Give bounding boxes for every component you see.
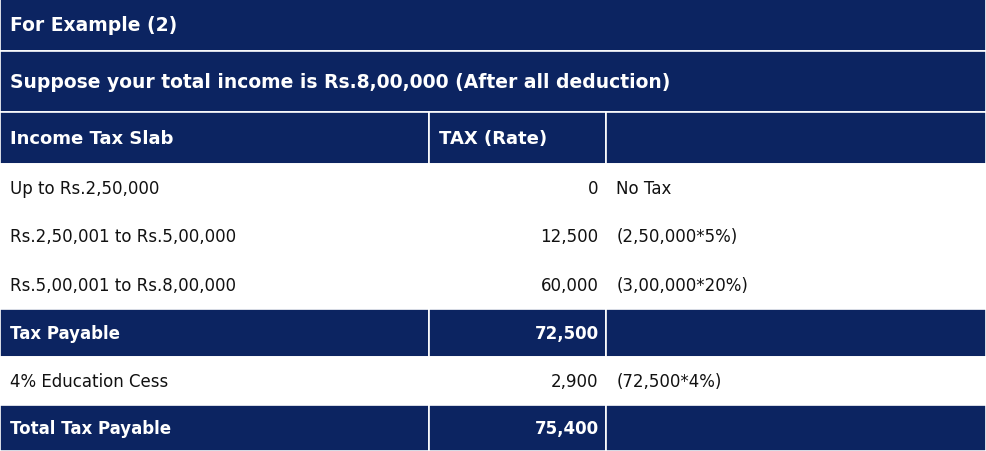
Text: (3,00,000*20%): (3,00,000*20%) [616, 276, 748, 294]
Text: Rs.2,50,001 to Rs.5,00,000: Rs.2,50,001 to Rs.5,00,000 [10, 228, 236, 246]
Bar [606, 165, 986, 213]
Bar [0, 52, 986, 113]
Bar [0, 357, 429, 405]
Text: 60,000: 60,000 [540, 276, 599, 294]
Bar [429, 261, 606, 309]
Text: Tax Payable: Tax Payable [10, 324, 120, 342]
Bar [429, 309, 606, 357]
Bar [429, 357, 606, 405]
Bar [606, 261, 986, 309]
Bar [0, 261, 429, 309]
Text: 0: 0 [588, 179, 599, 198]
Text: 4% Education Cess: 4% Education Cess [10, 373, 168, 391]
Bar [0, 0, 986, 52]
Text: Rs.5,00,001 to Rs.8,00,000: Rs.5,00,001 to Rs.8,00,000 [10, 276, 236, 294]
Bar [0, 113, 429, 165]
Text: 12,500: 12,500 [540, 228, 599, 246]
Text: Up to Rs.2,50,000: Up to Rs.2,50,000 [10, 179, 159, 198]
Text: No Tax: No Tax [616, 179, 671, 198]
Bar [429, 165, 606, 213]
Bar [606, 357, 986, 405]
Text: Suppose your total income is Rs.8,00,000 (After all deduction): Suppose your total income is Rs.8,00,000… [10, 73, 670, 92]
Text: 75,400: 75,400 [534, 419, 599, 437]
Bar [0, 405, 429, 451]
Bar [606, 213, 986, 261]
Bar [429, 213, 606, 261]
Text: Total Tax Payable: Total Tax Payable [10, 419, 171, 437]
Text: 72,500: 72,500 [534, 324, 599, 342]
Bar [0, 213, 429, 261]
Text: (2,50,000*5%): (2,50,000*5%) [616, 228, 738, 246]
Text: TAX (Rate): TAX (Rate) [439, 129, 547, 147]
Bar [429, 405, 606, 451]
Text: 2,900: 2,900 [551, 373, 599, 391]
Text: For Example (2): For Example (2) [10, 16, 177, 35]
Bar [606, 309, 986, 357]
Bar [0, 309, 429, 357]
Text: (72,500*4%): (72,500*4%) [616, 373, 722, 391]
Bar [606, 113, 986, 165]
Text: Income Tax Slab: Income Tax Slab [10, 129, 174, 147]
Bar [0, 165, 429, 213]
Bar [429, 113, 606, 165]
Bar [606, 405, 986, 451]
